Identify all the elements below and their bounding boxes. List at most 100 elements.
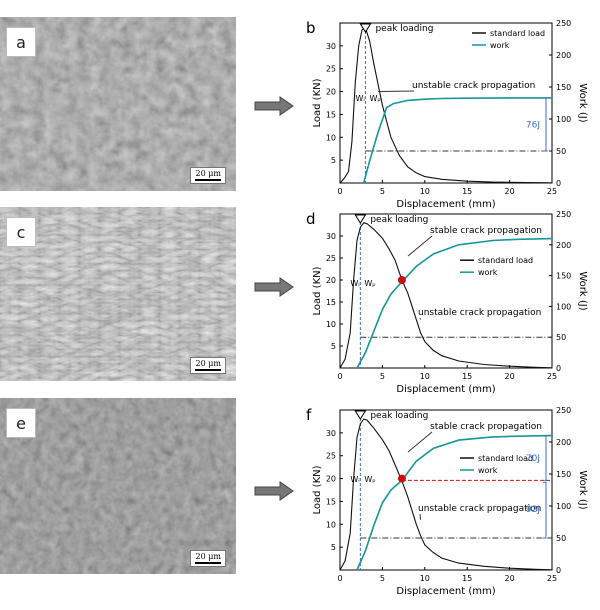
unstable-crack-label: unstable crack propagation	[418, 308, 541, 318]
y2-axis-label: Work (J)	[577, 271, 588, 310]
stable-crack-label: stable crack propagation	[430, 422, 542, 432]
panel-label-c: c	[6, 217, 36, 247]
micrograph-a: a 20 μm	[0, 17, 236, 191]
x-tick-label: 25	[547, 372, 557, 381]
x-tick-label: 0	[337, 187, 342, 196]
y-tick-label: 30	[326, 42, 336, 51]
stable-crack-pointer	[407, 431, 433, 453]
chart-f: f 0 5 10 15 20 25 5 10 15 20 25 30 0 50 100 150 200 250 Dis…	[300, 398, 590, 603]
unstable-crack-pointer	[419, 513, 422, 520]
y2-tick-label: 200	[556, 51, 571, 60]
wp-label: Wₚ	[369, 94, 380, 103]
peak-loading-label: peak loading	[375, 24, 433, 34]
wp-label: Wₚ	[364, 475, 375, 484]
legend-work-label: work	[478, 466, 498, 475]
x-tick-label: 25	[547, 187, 557, 196]
y-axis-label: Load (KN)	[312, 266, 323, 315]
micrograph-e: e 20 μm	[0, 398, 236, 574]
chart-letter: b	[306, 19, 316, 37]
y2-tick-label: 200	[556, 241, 571, 250]
work-bracket-upper	[543, 435, 547, 481]
panel-label-e: e	[6, 408, 36, 438]
x-tick-label: 5	[380, 372, 385, 381]
y-tick-label: 25	[326, 254, 336, 263]
peak-triangle-icon	[359, 23, 372, 33]
y2-tick-label: 50	[556, 333, 566, 342]
work-line	[356, 434, 553, 571]
legend-load-label: standard load	[490, 29, 545, 38]
scale-bar-e: 20 μm	[190, 550, 226, 567]
y2-tick-label: 150	[556, 470, 571, 479]
legend-load-label: standard load	[478, 454, 533, 463]
arrow-right-icon	[254, 96, 294, 116]
y2-tick-label: 0	[556, 179, 561, 188]
transition-point-marker	[397, 276, 406, 284]
chart-letter: f	[306, 406, 312, 424]
transition-point-marker	[397, 474, 406, 483]
x-tick-label: 15	[462, 187, 472, 196]
wi-label: Wᵢ	[350, 475, 359, 484]
y2-tick-label: 100	[556, 115, 571, 124]
arrow-right-icon	[254, 481, 294, 501]
x-tick-label: 5	[380, 574, 385, 583]
wp-label: Wₚ	[364, 279, 375, 288]
y2-axis-label: Work (J)	[577, 83, 588, 122]
y-axis-label: Load (KN)	[312, 78, 323, 127]
chart-f-svg: f 0 5 10 15 20 25 5 10 15 20 25 30 0 50 100 150 200 250 Dis…	[306, 406, 588, 597]
legend-load-label: standard load	[478, 256, 533, 265]
x-tick-label: 0	[337, 574, 342, 583]
x-tick-label: 15	[462, 574, 472, 583]
micrograph-e-image	[0, 398, 236, 574]
x-tick-label: 10	[420, 372, 430, 381]
peak-triangle-icon	[354, 214, 367, 224]
stable-crack-pointer	[407, 235, 433, 257]
chart-b-svg: b 0 5 10 15 20 25 5 10 15 20 25 30 0 50 100 150 200 250 Dis…	[306, 19, 588, 210]
y2-tick-label: 0	[556, 364, 561, 373]
y2-tick-label: 0	[556, 566, 561, 575]
scale-bar-label: 20 μm	[195, 169, 221, 178]
scale-bar-a: 20 μm	[190, 167, 226, 184]
x-axis-label: Displacement (mm)	[396, 384, 495, 395]
work-bracket-lower	[543, 481, 547, 539]
work-line	[362, 97, 552, 184]
chart-d: d 0 5 10 15 20 25 5 10 15 20 25 30 0 50 100 150 200 250 Dis…	[300, 202, 590, 397]
y2-tick-label: 100	[556, 302, 571, 311]
y2-tick-label: 250	[556, 406, 571, 415]
chart-d-svg: d 0 5 10 15 20 25 5 10 15 20 25 30 0 50 100 150 200 250 Dis…	[306, 210, 588, 395]
x-tick-label: 25	[547, 574, 557, 583]
work-line	[356, 237, 553, 369]
y2-tick-label: 250	[556, 210, 571, 219]
plot-frame	[339, 409, 553, 571]
unstable-crack-label: unstable crack propagation	[412, 81, 535, 91]
y2-tick-label: 100	[556, 502, 571, 511]
work-value-label: 76J	[526, 120, 540, 130]
peak-loading-label: peak loading	[370, 411, 428, 421]
unstable-crack-pointer	[419, 317, 422, 320]
y2-tick-label: 50	[556, 534, 566, 543]
y-tick-label: 20	[326, 276, 336, 285]
y2-tick-label: 150	[556, 83, 571, 92]
legend-work-label: work	[478, 268, 498, 277]
y-axis-label: Load (KN)	[312, 465, 323, 514]
unstable-crack-pointer	[378, 90, 415, 93]
x-axis-label: Displacement (mm)	[396, 586, 495, 597]
chart-b: b 0 5 10 15 20 25 5 10 15 20 25 30 0 50 100 150 200 250 Dis…	[300, 10, 590, 210]
y-tick-label: 20	[326, 88, 336, 97]
y-tick-label: 15	[326, 110, 336, 119]
x-tick-label: 0	[337, 372, 342, 381]
scale-bar-c: 20 μm	[190, 357, 226, 374]
stable-crack-label: stable crack propagation	[430, 226, 542, 236]
y-tick-label: 10	[326, 133, 336, 142]
y-tick-label: 25	[326, 65, 336, 74]
work-value-upper-label: 70J	[526, 454, 540, 464]
y-tick-label: 5	[331, 342, 336, 351]
chart-letter: d	[306, 210, 316, 228]
load-line	[339, 26, 553, 184]
y-tick-label: 20	[326, 475, 336, 484]
x-tick-label: 10	[420, 574, 430, 583]
x-tick-label: 20	[505, 574, 515, 583]
scale-bar-label: 20 μm	[195, 359, 221, 368]
arrow-right-icon	[254, 277, 294, 297]
x-tick-label: 15	[462, 372, 472, 381]
unstable-crack-label: unstable crack propagation	[418, 504, 541, 514]
